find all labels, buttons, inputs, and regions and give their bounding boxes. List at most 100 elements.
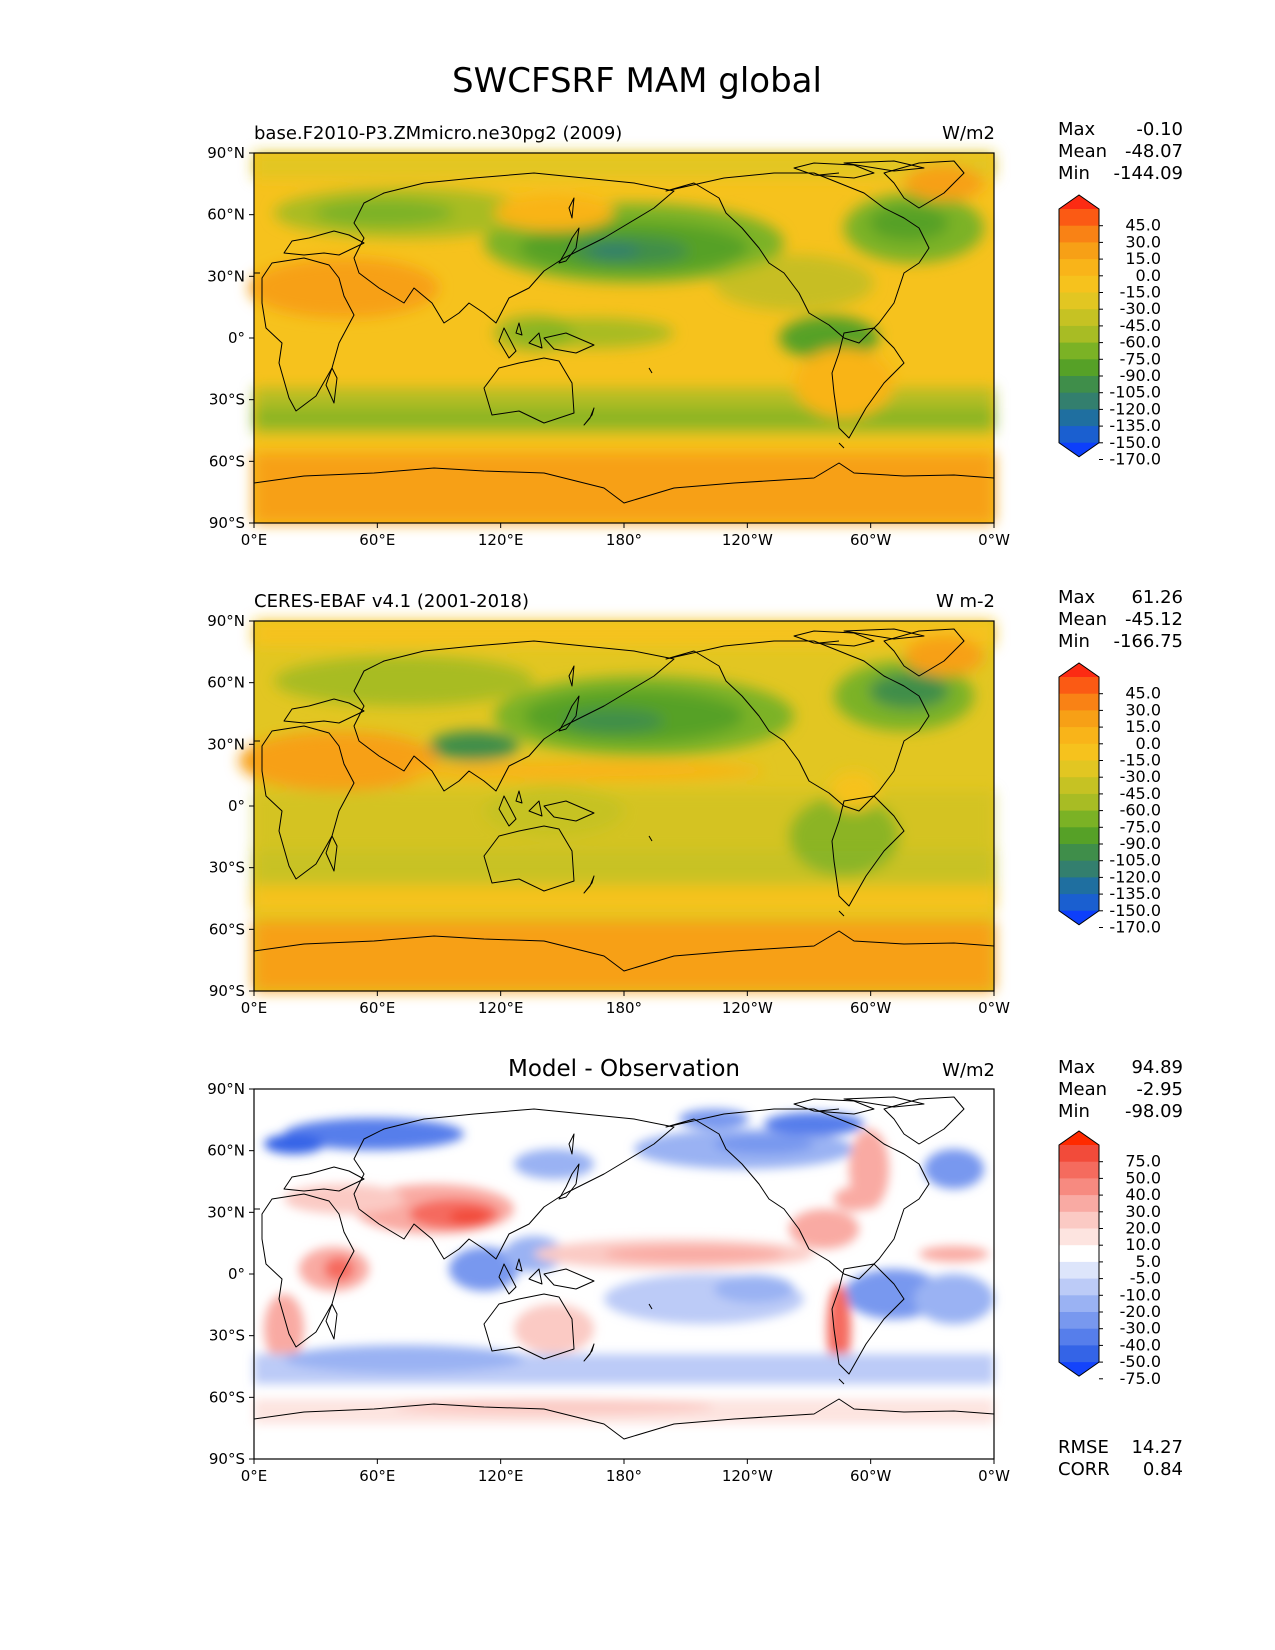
colorbar: 45.030.015.00.0-15.0-30.0-45.0-60.0-75.0… (1058, 194, 1161, 469)
colorbar-label: -105.0 (1109, 851, 1161, 870)
colorbar-label: -30.0 (1120, 767, 1161, 786)
colorbar-label: -105.0 (1109, 383, 1161, 402)
colorbar-label: 0.0 (1136, 266, 1161, 285)
panel-center-title: Model - Observation (508, 1056, 740, 1082)
stat-label: Max (1058, 119, 1096, 140)
stats: Max 94.89 Mean -2.95 Min -98.09 (1058, 1057, 1183, 1122)
panel-left-title: CERES-EBAF v4.1 (2001-2018) (254, 591, 529, 612)
colorbar-label: 50.0 (1125, 1168, 1161, 1187)
colorbar-label: -120.0 (1109, 399, 1161, 418)
colorbar-swatch (1059, 760, 1099, 778)
colorbar-swatch (1059, 677, 1099, 695)
y-tick-label: 90°N (207, 144, 245, 162)
colorbar-label: -90.0 (1120, 834, 1161, 853)
colorbar-swatch (1059, 209, 1099, 227)
y-tick-label: 60°S (209, 1388, 245, 1406)
y-tick-label: 90°N (207, 612, 245, 630)
stat-value: -48.07 (1125, 141, 1183, 162)
colorbar-swatch (1059, 1261, 1099, 1280)
colorbar-swatch (1059, 325, 1099, 344)
colorbar-extend-min (1059, 910, 1099, 925)
colorbar-label: -15.0 (1120, 751, 1161, 770)
stat-label: Mean (1058, 141, 1107, 162)
colorbar-swatch (1059, 259, 1099, 277)
coastlines (253, 1096, 995, 1440)
colorbar-swatch (1059, 1312, 1099, 1330)
colorbar-swatch (1059, 693, 1099, 711)
colorbar-label: 30.0 (1125, 700, 1161, 719)
stat-value: 14.27 (1131, 1437, 1183, 1458)
colorbar-swatch (1059, 225, 1099, 243)
y-tick-label: 90°N (207, 1080, 245, 1098)
colorbar-swatch (1059, 376, 1099, 394)
x-ticks: 0°E 60°E 120°E 180° 120°W 60°W 0°W (241, 1459, 1010, 1485)
y-tick-label: 90°S (209, 1450, 245, 1468)
colorbar-swatch (1059, 1295, 1099, 1313)
colorbar-swatch (1059, 292, 1099, 310)
stat-value: 61.26 (1131, 587, 1183, 608)
colorbar-swatch (1059, 1328, 1099, 1346)
contour-field (254, 1089, 994, 1459)
x-tick-label: 60°W (850, 531, 892, 549)
colorbar-swatch (1059, 359, 1099, 377)
colorbar-label: -170.0 (1109, 918, 1161, 937)
colorbar-label: -20.0 (1120, 1302, 1161, 1321)
contour-field (239, 621, 994, 991)
panel-model: base.F2010-P3.ZMmicro.ne30pg2 (2009) W/m… (207, 119, 1183, 549)
colorbar-label: -30.0 (1120, 299, 1161, 318)
colorbar-label: 45.0 (1125, 216, 1161, 235)
y-tick-label: 0° (228, 797, 245, 815)
stat-label: Min (1058, 163, 1090, 184)
colorbar-extend-max (1059, 663, 1099, 677)
map-area (253, 1088, 995, 1460)
x-tick-label: 120°W (722, 999, 773, 1017)
y-tick-label: 90°S (209, 514, 245, 532)
stat-value: 94.89 (1131, 1057, 1183, 1078)
stat-value: -98.09 (1125, 1101, 1183, 1122)
colorbar-label: -75.0 (1120, 1369, 1161, 1388)
x-tick-label: 60°E (359, 999, 395, 1017)
x-tick-label: 60°W (850, 999, 892, 1017)
contour-field (249, 153, 994, 523)
x-tick-label: 0°W (978, 531, 1010, 549)
colorbar-label: -170.0 (1109, 450, 1161, 469)
colorbar-swatch (1059, 426, 1099, 444)
colorbar-swatch (1059, 1278, 1099, 1296)
colorbar-label: -40.0 (1120, 1335, 1161, 1354)
x-ticks: 0°E 60°E 120°E 180° 120°W 60°W 0°W (241, 523, 1010, 549)
colorbar-label: 0.0 (1136, 734, 1161, 753)
x-tick-label: 120°E (478, 999, 524, 1017)
colorbar-swatch (1059, 1178, 1099, 1196)
colorbar-swatch (1059, 743, 1099, 762)
colorbar-swatch (1059, 777, 1099, 795)
stat-label: Max (1058, 587, 1096, 608)
stat-label: Max (1058, 1057, 1096, 1078)
stat-label: RMSE (1058, 1437, 1109, 1458)
y-tick-label: 60°N (207, 674, 245, 692)
y-ticks: 90°N 60°N 30°N 0° 30°S 60°S 90°S (207, 144, 254, 532)
colorbar-swatch (1059, 710, 1099, 728)
colorbar-label: -15.0 (1120, 283, 1161, 302)
y-tick-label: 60°S (209, 920, 245, 938)
colorbar-label: -120.0 (1109, 867, 1161, 886)
colorbar-label: -60.0 (1120, 801, 1161, 820)
colorbar-label: 10.0 (1125, 1235, 1161, 1254)
x-tick-label: 0°E (241, 1467, 268, 1485)
colorbar-extend-min (1059, 1362, 1099, 1377)
colorbar-swatch (1059, 860, 1099, 878)
colorbar-label: -75.0 (1120, 817, 1161, 836)
stat-value: -0.10 (1136, 119, 1183, 140)
map-area (249, 152, 995, 524)
y-tick-label: 30°N (207, 1203, 245, 1221)
colorbar-swatch (1059, 1345, 1099, 1363)
colorbar: 45.030.015.00.0-15.0-30.0-45.0-60.0-75.0… (1058, 662, 1161, 937)
colorbar-swatch (1059, 810, 1099, 828)
colorbar-label: -45.0 (1120, 784, 1161, 803)
panel-units: W/m2 (942, 123, 995, 144)
colorbar-label: -90.0 (1120, 366, 1161, 385)
colorbar-extend-max (1059, 195, 1099, 209)
colorbar-swatch (1059, 342, 1099, 360)
x-tick-label: 120°W (722, 531, 773, 549)
colorbar-swatch (1059, 1161, 1099, 1179)
